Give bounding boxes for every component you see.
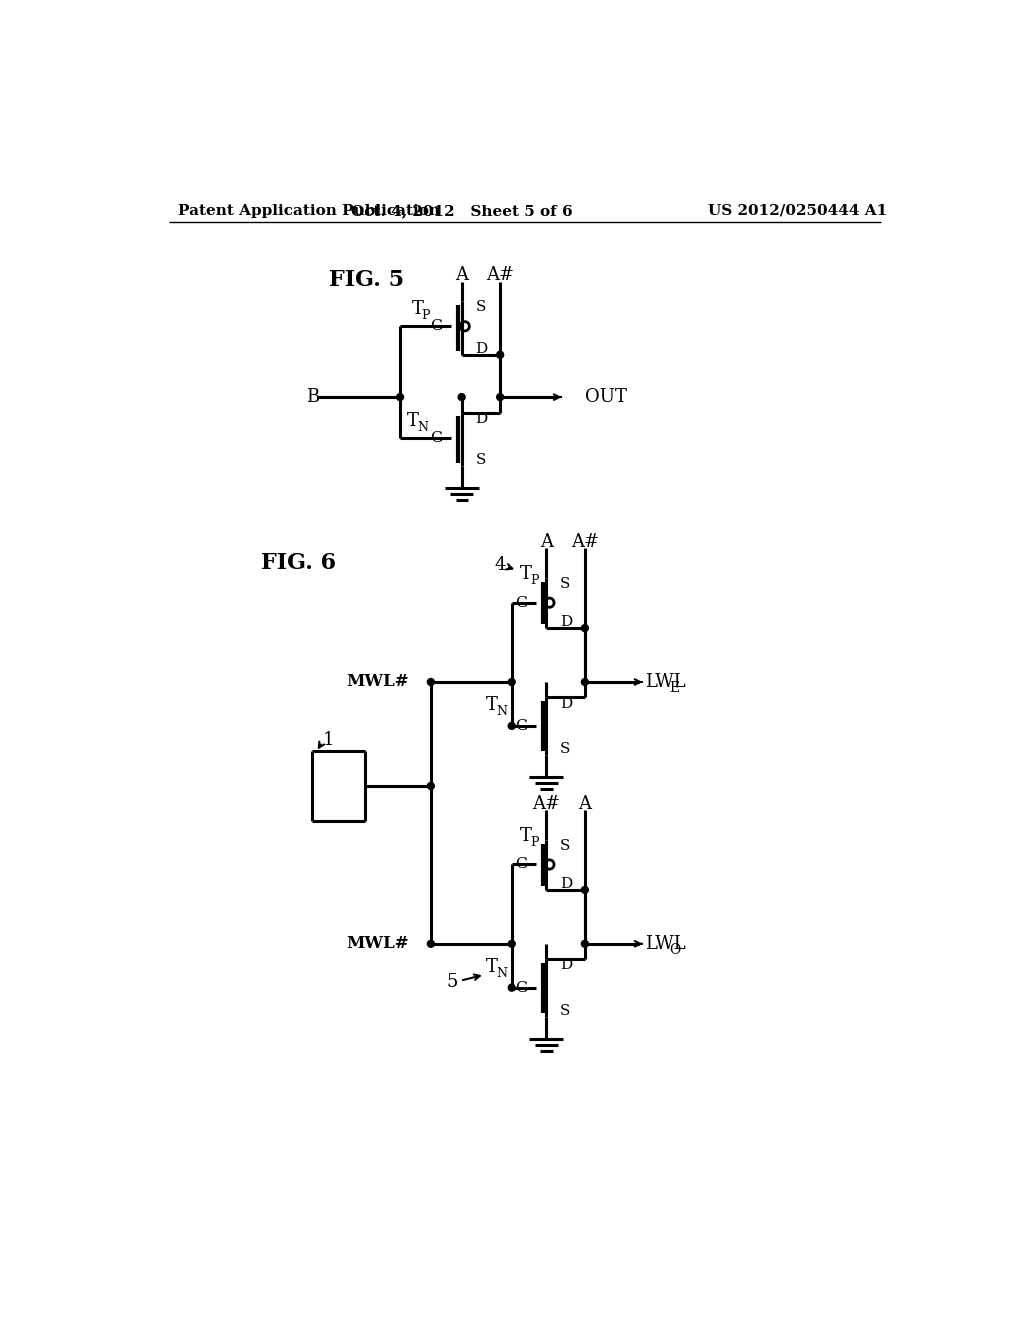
Text: P: P [421, 309, 429, 322]
Text: G: G [515, 858, 527, 871]
Circle shape [582, 678, 589, 685]
Text: A: A [540, 533, 553, 550]
Text: D: D [475, 412, 487, 425]
Text: MWL#: MWL# [347, 936, 410, 952]
Text: US 2012/0250444 A1: US 2012/0250444 A1 [708, 203, 888, 218]
Text: FIG. 6: FIG. 6 [261, 552, 337, 574]
Text: D: D [560, 958, 572, 973]
Text: N: N [417, 421, 428, 434]
Text: D: D [560, 876, 572, 891]
Text: P: P [530, 574, 539, 587]
Text: T: T [520, 828, 532, 845]
Text: S: S [560, 1003, 570, 1018]
Circle shape [508, 940, 515, 948]
Circle shape [427, 940, 434, 948]
Text: 4: 4 [495, 556, 506, 574]
Text: Patent Application Publication: Patent Application Publication [178, 203, 440, 218]
Text: S: S [560, 742, 570, 756]
Circle shape [427, 783, 434, 789]
Text: G: G [430, 430, 442, 445]
Text: T: T [407, 412, 419, 430]
Text: A#: A# [486, 267, 514, 284]
Text: D: D [475, 342, 487, 355]
Text: Oct. 4, 2012   Sheet 5 of 6: Oct. 4, 2012 Sheet 5 of 6 [351, 203, 572, 218]
Text: T: T [520, 565, 532, 583]
Text: S: S [560, 840, 570, 853]
Text: 5: 5 [446, 973, 458, 991]
Circle shape [396, 393, 403, 400]
Circle shape [427, 678, 434, 685]
Circle shape [582, 624, 589, 631]
Circle shape [582, 887, 589, 894]
Text: A#: A# [532, 795, 560, 813]
Text: G: G [430, 319, 442, 333]
Text: N: N [497, 705, 507, 718]
Text: S: S [475, 453, 486, 467]
Text: A: A [455, 267, 468, 284]
Circle shape [508, 722, 515, 730]
Text: T: T [486, 696, 498, 714]
Text: A#: A# [570, 533, 599, 550]
Circle shape [508, 985, 515, 991]
Text: D: D [560, 615, 572, 628]
Circle shape [508, 678, 515, 685]
Text: P: P [530, 836, 539, 849]
Text: G: G [515, 595, 527, 610]
Text: T: T [412, 301, 424, 318]
Text: G: G [515, 719, 527, 733]
Text: A: A [579, 795, 592, 813]
Text: S: S [560, 577, 570, 591]
Text: B: B [306, 388, 319, 407]
Text: OUT: OUT [585, 388, 627, 407]
Circle shape [497, 351, 504, 358]
Circle shape [497, 393, 504, 400]
Text: FIG. 5: FIG. 5 [330, 269, 404, 292]
Text: T: T [486, 958, 498, 975]
Text: E: E [670, 681, 680, 696]
Text: D: D [560, 697, 572, 710]
Text: LWL: LWL [645, 673, 685, 690]
Text: S: S [475, 300, 486, 314]
Text: O: O [670, 942, 681, 957]
Text: G: G [515, 981, 527, 995]
Text: N: N [497, 966, 507, 979]
Circle shape [458, 393, 465, 400]
Text: MWL#: MWL# [347, 673, 410, 690]
Text: LWL: LWL [645, 935, 685, 953]
Circle shape [582, 940, 589, 948]
Text: 1: 1 [323, 731, 335, 748]
